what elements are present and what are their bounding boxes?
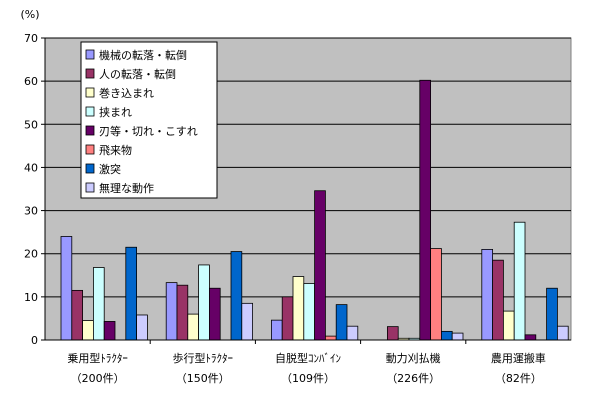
x-category-label: 歩行型ﾄﾗｸﾀｰ	[173, 351, 234, 365]
bar-2-2	[176, 284, 189, 341]
x-category-label: 乗用型ﾄﾗｸﾀｰ	[67, 351, 128, 365]
bar-5-7	[546, 287, 558, 341]
y-tick-label: 60	[24, 75, 38, 88]
y-tick-label: 70	[24, 32, 38, 45]
y-tick-label: 50	[24, 118, 38, 131]
legend-swatch	[85, 68, 95, 79]
bar-3-2	[281, 296, 294, 341]
x-category-count: （200件）	[71, 372, 125, 385]
x-category-count: （150件）	[176, 372, 230, 385]
bar-3-3	[292, 276, 305, 341]
bar-1-4	[93, 267, 105, 341]
bar-2-1	[165, 282, 178, 341]
legend-swatch	[85, 182, 95, 193]
legend-label: 飛来物	[99, 143, 132, 157]
bar-2-8	[241, 302, 254, 341]
legend-swatch	[85, 49, 95, 60]
y-tick-label: 20	[24, 248, 38, 261]
bar-4-8	[451, 332, 464, 341]
bar-2-3	[187, 313, 200, 341]
legend-swatch	[85, 125, 95, 136]
x-category-label: 農用運搬車	[491, 351, 546, 365]
legend-label: 刃等・切れ・こすれ	[99, 124, 198, 138]
bar-4-7	[440, 330, 453, 341]
y-unit-label: (%)	[20, 8, 39, 21]
legend-swatch	[85, 87, 95, 98]
legend-label: 挟まれ	[99, 105, 132, 119]
x-category-count: （226件）	[386, 372, 440, 385]
bar-2-7	[230, 251, 243, 341]
legend-swatch	[85, 106, 95, 117]
bar-5-2	[492, 259, 504, 341]
legend-label: 無理な動作	[99, 181, 154, 195]
y-tick-label: 10	[24, 291, 38, 304]
bar-1-2	[71, 289, 84, 341]
bar-1-5	[103, 321, 116, 341]
legend-swatch	[85, 163, 95, 174]
bar-3-5	[314, 190, 326, 341]
bar-4-6	[430, 248, 442, 341]
bar-3-8	[346, 325, 359, 341]
bar-1-3	[82, 320, 94, 341]
bar-5-5	[524, 334, 537, 341]
legend-label: 激突	[99, 162, 121, 176]
bar-3-6	[324, 335, 337, 341]
bar-5-8	[557, 325, 569, 341]
axes: 0 10 20 30 40 50 60 70 乗用型ﾄﾗｸﾀｰ （200件） 歩行型ﾄﾗｸﾀｰ （15…	[24, 32, 571, 385]
y-tick-label: 30	[24, 205, 38, 218]
x-category-count: （109件）	[281, 372, 335, 385]
bar-1-8	[136, 314, 148, 341]
legend-label: 人の転落・転倒	[99, 68, 176, 81]
bar-4-5	[419, 79, 431, 341]
bar-5-1	[481, 248, 493, 341]
y-tick-label: 40	[24, 161, 38, 174]
y-tick-label: 0	[31, 334, 38, 347]
legend-label: 巻き込まれ	[99, 87, 154, 100]
bar-3-1	[270, 319, 283, 341]
bar-5-3	[502, 310, 515, 341]
legend-label: 機械の転落・転倒	[99, 48, 187, 62]
bar-2-5	[208, 287, 221, 341]
legend-swatch	[85, 144, 95, 155]
bar-1-7	[125, 246, 138, 341]
legend-box	[80, 41, 218, 199]
bar-1-1	[60, 236, 73, 341]
x-category-label: 動力刈払機	[386, 351, 441, 365]
x-category-count: （82件）	[495, 372, 542, 385]
bar-4-2	[386, 326, 399, 341]
bar-3-4	[303, 283, 315, 341]
x-category-label: 自脱型ｺﾝﾊﾞｲﾝ	[275, 351, 341, 365]
bar-5-4	[513, 221, 526, 341]
legend: 機械の転落・転倒人の転落・転倒巻き込まれ挟まれ刃等・切れ・こすれ飛来物激突無理な…	[80, 41, 218, 199]
bar-2-4	[198, 264, 210, 341]
bar-3-7	[335, 304, 348, 341]
